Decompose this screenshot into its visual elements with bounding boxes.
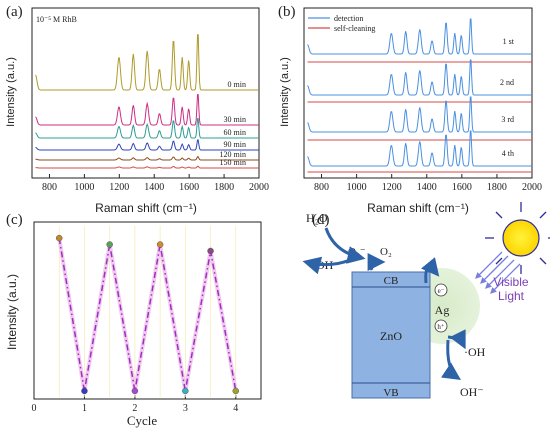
panel-c-point: [156, 241, 164, 248]
panel-label-c: (c): [6, 212, 23, 228]
light-rays-icon: [475, 251, 521, 294]
hole-icon: [434, 319, 448, 333]
panel-label-a: (a): [6, 4, 23, 20]
panel-a-series-line: [35, 139, 259, 151]
zno-label: ZnO: [380, 329, 402, 343]
panel-b-xtick-label: 1000: [347, 182, 367, 193]
panel-a-series-label: 60 min: [224, 128, 246, 137]
panel-c-point: [106, 241, 113, 248]
panel-c-xtick-label: 3: [183, 403, 188, 414]
panel-a-series-label: 30 min: [224, 115, 246, 124]
panel-b-detection-line: [307, 18, 532, 55]
o2-reduction-arrow: [302, 256, 351, 275]
panel-a-series-label: 0 min: [228, 80, 246, 89]
panel-c-chart: Intensity (a.u.) Cycle 0 1 2 3 4: [5, 221, 262, 428]
panel-a-series-line: [35, 156, 259, 161]
oh-oxidation-arrow: [447, 329, 466, 350]
panel-a-xtick-label: 1000: [74, 182, 94, 193]
panel-c-frame: [33, 221, 262, 400]
panel-a-annotation: 10⁻⁵ M RhB: [36, 15, 77, 24]
oh-right-label: ·OH: [464, 345, 486, 359]
panel-c-xtick-label: 1: [82, 403, 87, 414]
panel-c-xtick-label: 2: [132, 403, 137, 414]
panel-a-xtick-label: 1600: [179, 182, 199, 193]
panel-a-frame: [31, 7, 260, 179]
o2-arrow: [367, 253, 386, 272]
panel-c-point: [232, 387, 240, 395]
light-label: Light: [498, 289, 525, 303]
panel-a-series-label: 120 min: [220, 150, 246, 159]
panel-b-xlabel: Raman shift (cm⁻¹): [367, 201, 469, 215]
panel-b-cycle-label: 2 nd: [500, 78, 514, 87]
panel-a-series-label: 90 min: [224, 140, 246, 149]
panel-c-xlabel: Cycle: [127, 413, 158, 428]
panel-a-xtick-label: 1200: [109, 182, 129, 193]
panel-b-xtick-label: 1800: [487, 182, 507, 193]
panel-b-detection-line: [307, 59, 532, 96]
sun-icon: [485, 202, 550, 274]
hole-label: h⁺: [437, 323, 445, 331]
panel-b-cycle-label: 3 rd: [501, 115, 514, 124]
panel-b-legend-label: self-cleaning: [334, 24, 375, 33]
panel-b-xtick-label: 1200: [382, 182, 402, 193]
panel-a-xtick-label: 1400: [144, 182, 164, 193]
panel-b-xtick-label: 800: [314, 182, 329, 193]
panel-b-frame: [303, 7, 533, 179]
h2o-label: H₂O: [306, 211, 328, 225]
panel-c-point: [182, 387, 189, 395]
panel-b-ylabel: Intensity (a.u.): [279, 57, 291, 127]
panel-b-chart: Intensity (a.u.) Raman shift (cm⁻¹) dete…: [279, 7, 542, 215]
panel-b-legend-label: detection: [334, 14, 363, 23]
panel-label-b: (b): [278, 4, 296, 20]
panel-label-d: (d): [312, 212, 330, 228]
panel-a-series-line: [35, 118, 259, 139]
panel-a-chart: 10⁻⁵ M RhB Intensity (a.u.) Raman shift …: [5, 7, 269, 215]
panel-b-detection-line: [307, 96, 532, 133]
panel-b-xtick-label: 2000: [522, 182, 542, 193]
panel-c-series-line: [58, 237, 237, 392]
panel-c-ylabel: Intensity (a.u.): [5, 274, 19, 350]
panel-c-xtick-label: 4: [233, 403, 238, 414]
panel-c-point: [81, 387, 88, 395]
panel-a-series-line: [35, 165, 259, 169]
hole-transfer-arrow: [441, 339, 461, 380]
oh-minus-label: OH⁻: [460, 385, 484, 399]
panel-a-ylabel: Intensity (a.u.): [5, 57, 17, 127]
electron-label: e⁻: [438, 287, 445, 295]
panel-b-detection-line: [307, 130, 532, 167]
panel-b-cycle-label: 1 st: [503, 37, 515, 46]
zno-block: [351, 271, 431, 399]
vb-label: VB: [383, 387, 398, 399]
panel-c-point: [131, 387, 139, 395]
panel-a-series-line: [35, 34, 259, 91]
panel-a-xtick-label: 800: [42, 182, 57, 193]
panel-b-xtick-label: 1400: [417, 182, 437, 193]
electron-icon: [434, 283, 448, 297]
o2-label: O₂: [380, 246, 392, 258]
panel-b-cycle-label: 4 th: [502, 149, 514, 158]
panel-a-series-label: 150 min: [220, 158, 246, 167]
panel-c-point: [55, 234, 63, 242]
visible-label: Visible: [493, 275, 528, 289]
panel-a-xtick-label: 2000: [249, 182, 269, 193]
electron-transfer-arrow: [420, 257, 440, 284]
panel-c-xtick-label: 0: [32, 403, 37, 414]
panel-a-xlabel: Raman shift (cm⁻¹): [95, 201, 197, 215]
panel-a-xtick-label: 1800: [214, 182, 234, 193]
panel-d-diagram: CB VB ZnO e⁻ Ag h⁺ H₂O ·OH O₂⁻ O₂ ·OH OH…: [302, 202, 550, 399]
panel-c-point: [207, 247, 214, 255]
cb-label: CB: [384, 275, 399, 287]
ag-label: Ag: [435, 303, 450, 317]
h2o-arrow: [324, 227, 366, 264]
panel-a-series-line: [35, 94, 259, 126]
panel-b-xtick-label: 1600: [452, 182, 472, 193]
